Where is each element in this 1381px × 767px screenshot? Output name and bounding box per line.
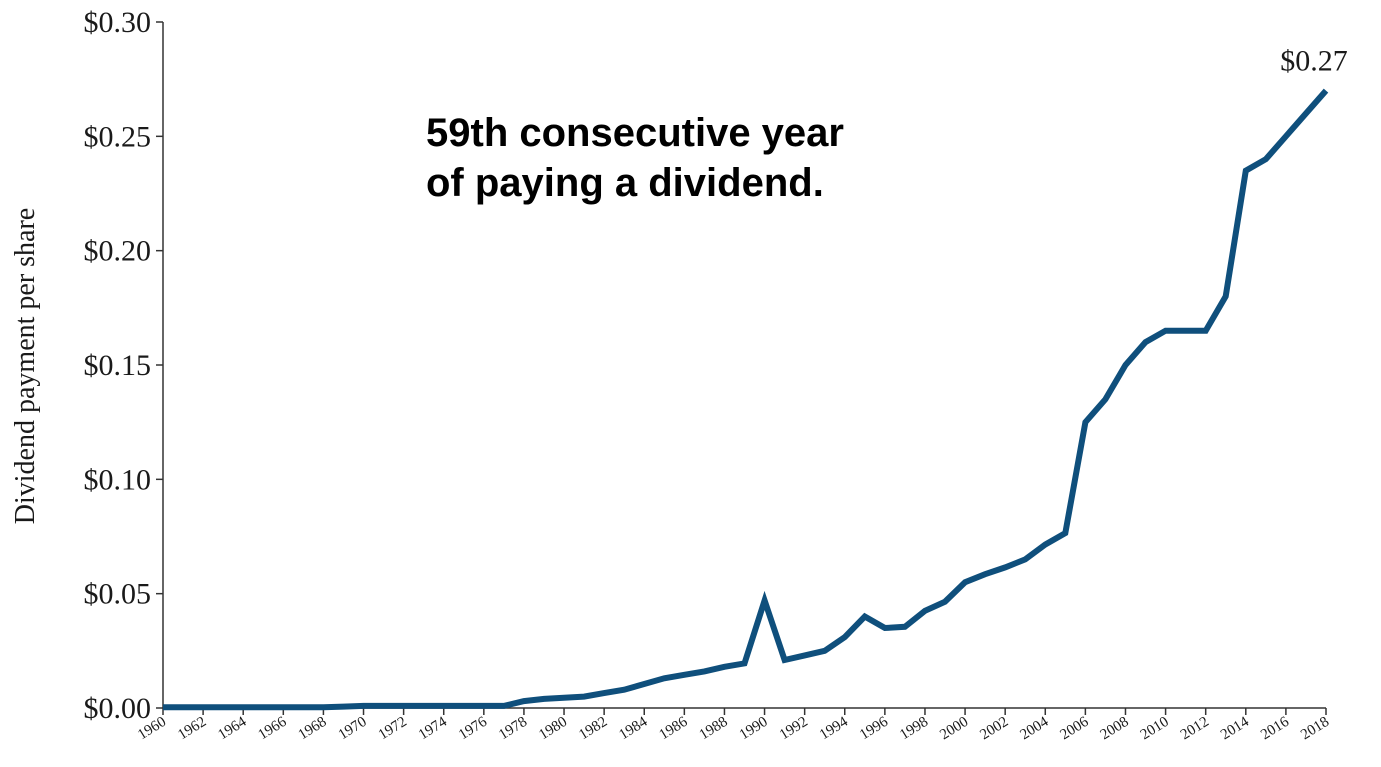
x-tick-label: 1996 [857,714,891,744]
end-value-label: $0.27 [1280,45,1348,78]
x-tick-label: 1998 [897,714,931,743]
x-tick-label: 1970 [336,714,370,743]
x-tick-label: 2000 [937,714,971,743]
x-tick-label: 2008 [1098,714,1132,743]
y-tick-label: $0.30 [84,6,152,39]
y-tick-label: $0.00 [84,692,152,725]
x-tick-label: 1986 [657,714,691,744]
x-tick-label: 1992 [777,714,811,743]
y-tick-label: $0.05 [84,578,152,611]
x-tick-label: 1988 [697,714,731,743]
x-tick-label: 1990 [737,714,771,743]
x-tick-label: 1980 [536,714,570,743]
y-tick-label: $0.10 [84,463,152,496]
x-tick-label: 1962 [175,714,209,743]
x-tick-label: 1982 [576,714,610,743]
series-group [163,88,1329,711]
x-tick-label: 1964 [215,714,249,744]
x-tick-label: 2004 [1017,714,1051,744]
y-axis-label: Dividend payment per share [10,208,41,524]
x-tick-label: 2006 [1058,714,1092,744]
x-tick-label: 1976 [456,714,490,744]
x-tick-label: 2016 [1258,714,1292,744]
x-tick-label: 1994 [817,714,851,744]
annotation-line-2: of paying a dividend. [426,161,824,205]
x-tick-label: 1978 [496,714,530,743]
y-tick-label: $0.20 [84,235,152,268]
x-axis: 1960 1962 1964 1966 1968 1970 1972 1974 1976 1978… [135,707,1332,744]
y-tick-label: $0.25 [84,120,152,153]
x-tick-label: 1984 [616,714,650,744]
x-tick-label: 1966 [256,714,290,744]
x-tick-label: 2002 [977,714,1011,743]
y-axis: $0.00 $0.05 $0.10 $0.15 $0.20 $0.25 $0.30 [84,6,164,725]
annotation-line-1: 59th consecutive year [426,111,844,155]
x-tick-label: 2012 [1178,714,1212,743]
dividend-series-line [163,88,1329,711]
x-tick-label: 2018 [1298,714,1332,743]
x-tick-label: 2014 [1218,714,1252,744]
x-tick-label: 2010 [1138,714,1172,743]
x-tick-label: 1968 [296,714,330,743]
x-tick-label: 1972 [376,714,410,743]
x-tick-label: 1974 [416,714,450,744]
y-tick-label: $0.15 [84,349,152,382]
